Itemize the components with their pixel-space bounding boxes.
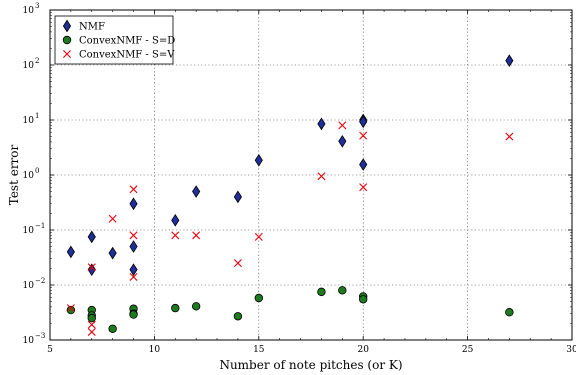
- convexnmf-s-v-point: [87, 327, 96, 336]
- legend-label-convexnmf-s-d: ConvexNMF - S=D: [79, 36, 175, 47]
- x-tick-label: 20: [357, 345, 369, 355]
- x-marker-stroke: [87, 327, 96, 336]
- data-points: [66, 54, 514, 336]
- nmf-point: [129, 240, 138, 253]
- convexnmf-s-d-point: [108, 324, 117, 333]
- legend-label-convexnmf-s-v: ConvexNMF - S=V: [79, 50, 175, 61]
- legend-marker-convexnmf-s-v: [63, 50, 71, 58]
- x-marker-stroke: [129, 185, 138, 194]
- y-tick-label: 10: [23, 116, 35, 126]
- nmf-point: [192, 185, 201, 198]
- convexnmf-s-v-point: [108, 214, 117, 223]
- convexnmf-s-v-point: [192, 231, 201, 240]
- y-tick-exponent: 2: [35, 57, 39, 65]
- convexnmf-s-v-point: [87, 320, 96, 329]
- nmf-point: [338, 134, 347, 148]
- nmf-point: [108, 246, 117, 260]
- convexnmf-s-d-point: [129, 310, 138, 319]
- x-marker-stroke: [233, 259, 242, 268]
- x-axis-label: Number of note pitches (or K): [219, 358, 402, 372]
- x-tick-label: 10: [149, 345, 161, 355]
- y-tick-exponent: −2: [35, 277, 45, 285]
- convexnmf-s-d-point: [66, 305, 76, 315]
- legend: NMF ConvexNMF - S=D ConvexNMF - S=V: [54, 15, 175, 65]
- convexnmf-s-d-point: [87, 313, 96, 323]
- legend-label-nmf: NMF: [79, 22, 105, 33]
- x-tick-label: 25: [462, 345, 474, 355]
- nmf-point: [317, 117, 326, 131]
- convexnmf-s-v-point: [338, 121, 347, 130]
- convexnmf-s-d-point: [505, 308, 514, 317]
- x-marker-stroke: [66, 304, 75, 313]
- x-marker-stroke: [317, 172, 326, 181]
- nmf-point: [359, 115, 368, 129]
- convexnmf-s-v-point: [129, 272, 138, 281]
- x-marker-stroke: [359, 131, 368, 140]
- x-marker-stroke: [63, 50, 71, 58]
- x-marker-stroke: [338, 121, 347, 130]
- convexnmf-s-v-point: [505, 132, 514, 141]
- legend-box: [54, 15, 174, 65]
- convexnmf-s-v-point: [171, 231, 180, 240]
- convexnmf-s-v-point: [233, 259, 242, 268]
- x-marker-stroke: [87, 320, 96, 329]
- convexnmf-s-v-point: [254, 232, 263, 241]
- x-marker-stroke: [359, 183, 368, 192]
- legend-marker-convexnmf-s-d: [62, 35, 72, 45]
- y-tick-label: 10: [23, 336, 35, 346]
- y-tick-exponent: −3: [35, 332, 45, 340]
- convexnmf-s-v-point: [359, 183, 368, 192]
- x-marker-stroke: [108, 214, 117, 223]
- convexnmf-s-d-point: [254, 293, 263, 303]
- convexnmf-s-v-point: [129, 231, 138, 240]
- convexnmf-s-d-point: [191, 302, 201, 311]
- x-tick-label: 15: [253, 345, 265, 355]
- y-tick-label: 10: [23, 226, 35, 236]
- nmf-point: [66, 245, 75, 259]
- nmf-point: [505, 54, 514, 67]
- y-tick-exponent: 3: [35, 2, 39, 10]
- nmf-point: [233, 190, 242, 204]
- convexnmf-s-d-point: [338, 286, 347, 295]
- y-tick-label: 10: [23, 6, 35, 16]
- x-marker-stroke: [87, 263, 96, 272]
- convexnmf-s-v-point: [317, 172, 326, 181]
- x-marker-stroke: [505, 132, 514, 141]
- convexnmf-s-v-point: [359, 131, 368, 140]
- nmf-point: [129, 263, 138, 277]
- convexnmf-s-d-point: [233, 312, 243, 321]
- x-marker-stroke: [129, 231, 138, 240]
- y-tick-label: 10: [23, 61, 35, 71]
- y-tick-label: 10: [23, 281, 35, 291]
- nmf-point: [254, 153, 263, 167]
- legend-marker-nmf: [62, 19, 72, 33]
- convexnmf-s-v-point: [129, 185, 138, 194]
- convexnmf-s-d-point: [317, 287, 326, 297]
- y-tick-label: 10: [23, 171, 35, 181]
- y-tick-exponent: 0: [35, 167, 39, 175]
- convexnmf-s-v-point: [87, 263, 96, 272]
- nmf-point: [87, 263, 96, 277]
- y-tick-exponent: 1: [35, 112, 39, 120]
- x-tick-label: 5: [47, 345, 53, 355]
- grid-lines: [50, 10, 572, 340]
- convexnmf-s-d-point: [171, 303, 180, 313]
- x-marker-stroke: [171, 231, 180, 240]
- y-axis-label: Test error: [7, 144, 21, 205]
- convexnmf-s-d-point: [359, 295, 368, 304]
- nmf-point: [359, 158, 368, 171]
- x-marker-stroke: [192, 231, 201, 240]
- convexnmf-s-v-point: [66, 304, 75, 313]
- x-marker-stroke: [129, 272, 138, 281]
- y-tick-exponent: −1: [35, 222, 45, 230]
- x-tick-label: 30: [566, 345, 576, 355]
- nmf-point: [171, 213, 180, 227]
- nmf-point: [87, 230, 96, 244]
- nmf-point: [129, 197, 138, 211]
- x-marker-stroke: [254, 232, 263, 241]
